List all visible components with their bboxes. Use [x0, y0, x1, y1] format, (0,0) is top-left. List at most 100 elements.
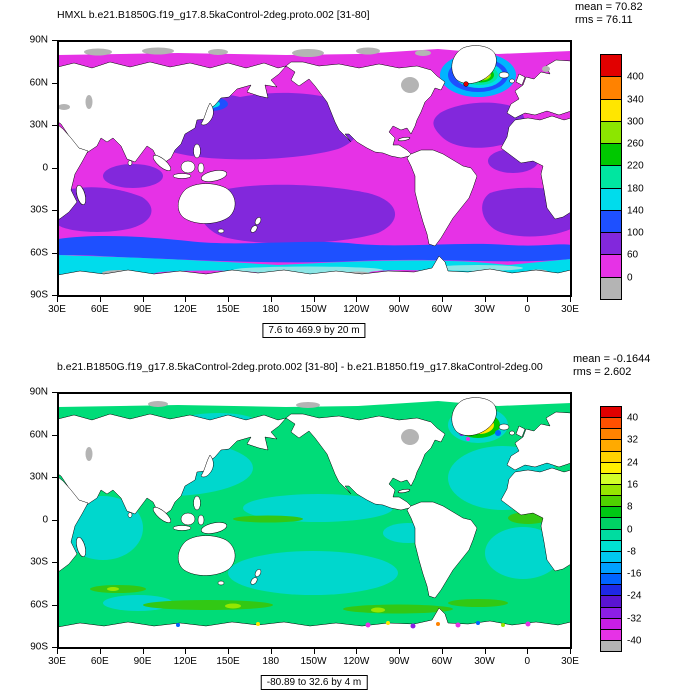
y-tick-mark: [52, 392, 57, 393]
map-plot-top: [57, 40, 572, 297]
y-tick-mark: [52, 252, 57, 254]
x-tick-mark: [270, 297, 272, 302]
colorbar-cell: [600, 120, 622, 145]
x-axis-bottom: 30E 60E 90E 120E 150E 180 150W 120W 90W 60W 30W 0 30…: [48, 648, 579, 668]
x-tick-label: 30W: [474, 656, 495, 667]
y-tick-label: 60N: [29, 77, 48, 88]
x-tick-label: 90E: [133, 656, 152, 667]
y-tick-label: 0: [42, 514, 48, 525]
x-tick-label: 150E: [216, 304, 240, 315]
colorbar-cell: [600, 143, 622, 167]
field-range-label-top: 7.6 to 469.9 by 20 m: [262, 323, 366, 338]
x-tick-mark: [99, 297, 101, 302]
y-tick-mark: [52, 477, 57, 478]
x-tick-mark: [270, 649, 272, 654]
x-tick-mark: [185, 297, 187, 302]
field-bright-green-streaks: [90, 512, 548, 614]
colorbar-tick-label: 180: [627, 183, 644, 195]
colorbar-tick-label: 400: [627, 71, 644, 83]
x-tick-mark: [527, 649, 529, 654]
colorbar-tick-label: -8: [627, 546, 636, 558]
colorbar-cell: [600, 254, 622, 278]
x-tick-mark: [484, 649, 486, 654]
colorbar-tick-label: 140: [627, 205, 644, 217]
x-tick-label: 180: [262, 304, 280, 315]
x-tick-mark: [441, 297, 443, 302]
x-tick-label: 150E: [216, 656, 240, 667]
colorbar-tick-label: 40: [627, 412, 639, 424]
y-tick-mark: [52, 434, 57, 436]
x-tick-label: 90W: [388, 656, 410, 667]
x-tick-mark: [570, 649, 571, 654]
world-map-hmxl-diff: [58, 393, 571, 648]
colorbar-labels: 40 32 24 16 8 0 -8 -16 -24 -32 -40: [627, 407, 661, 652]
coastal-gray-nodata: [85, 401, 419, 461]
y-tick-mark: [52, 82, 57, 84]
x-tick-mark: [399, 649, 400, 654]
y-tick-mark: [52, 647, 57, 648]
colorbar-tick-label: 0: [627, 272, 633, 284]
colorbar-tick-label: 8: [627, 501, 633, 513]
panel-top-title: HMXL b.e21.B1850G.f19_g17.8.5kaControl-2…: [57, 9, 370, 21]
colorbar-bottom: 40 32 24 16 8 0 -8 -16 -24 -32 -40: [600, 406, 641, 653]
y-tick-label: 30S: [30, 204, 48, 216]
x-tick-mark: [441, 649, 443, 654]
x-tick-mark: [570, 297, 571, 302]
colorbar-cell: [600, 54, 622, 78]
x-tick-label: 0: [524, 304, 531, 315]
colorbar-tick-label: 0: [627, 524, 633, 535]
coastal-gray-nodata: [58, 47, 550, 110]
x-tick-label: 30W: [474, 304, 495, 315]
x-tick-label: 120E: [173, 304, 197, 315]
x-tick-label: 60E: [90, 304, 109, 315]
colorbar-cell: [600, 187, 622, 211]
mean-value: mean = 70.82: [575, 1, 643, 13]
rms-value: rms = 2.602: [573, 366, 632, 378]
greenland-tip-max-spot: [463, 81, 469, 87]
map-frame: [58, 41, 571, 296]
y-axis-bottom: 90N 60N 30N 0 30S 60S 90S: [17, 387, 57, 653]
y-axis-top: 90N 60N 30N 0 30S 60S 90S: [17, 35, 57, 301]
y-tick-mark: [52, 210, 57, 211]
colorbar-top: 400 340 300 260 220 180 140 100 60 0: [600, 54, 644, 300]
mean-value: mean = -0.1644: [573, 353, 651, 365]
x-tick-mark: [57, 649, 58, 654]
x-tick-label: 150W: [300, 656, 327, 667]
x-tick-label: 30E: [561, 304, 579, 315]
x-tick-label: 0: [524, 656, 531, 667]
y-tick-mark: [52, 125, 57, 126]
colorbar-cells: [600, 54, 622, 300]
map-plot-bottom: [57, 392, 572, 649]
y-tick-label: 60S: [30, 599, 48, 610]
colorbar-cell: [600, 276, 622, 300]
colorbar-cells: [600, 406, 622, 653]
arctic-nodata: [58, 393, 571, 407]
x-tick-mark: [57, 297, 58, 302]
y-tick-label: 90S: [30, 289, 48, 301]
x-tick-label: 90E: [133, 304, 152, 315]
x-tick-label: 120E: [173, 656, 197, 667]
world-map-hmxl: [58, 41, 571, 296]
map-frame: [58, 393, 571, 648]
x-tick-mark: [313, 649, 315, 654]
colorbar-tick-label: -32: [627, 613, 642, 625]
x-tick-mark: [356, 649, 358, 654]
y-tick-mark: [52, 604, 57, 606]
y-tick-label: 90S: [30, 641, 48, 653]
x-tick-mark: [527, 297, 529, 302]
x-tick-label: 150W: [300, 304, 327, 315]
y-tick-label: 0: [42, 162, 48, 173]
colorbar-tick-label: 32: [627, 434, 639, 446]
y-tick-label: 30N: [29, 119, 48, 131]
colorbar-tick-label: 220: [627, 160, 644, 172]
x-tick-label: 60W: [431, 304, 453, 315]
colorbar-labels: 400 340 300 260 220 180 140 100 60 0: [627, 55, 661, 300]
x-tick-mark: [142, 297, 144, 302]
colorbar-tick-label: 24: [627, 457, 639, 469]
x-tick-label: 120W: [343, 656, 370, 667]
antarctic-coast-anomaly-specks: [176, 621, 531, 629]
y-tick-mark: [52, 295, 57, 296]
y-tick-label: 60S: [30, 247, 48, 258]
x-tick-label: 180: [262, 656, 280, 667]
